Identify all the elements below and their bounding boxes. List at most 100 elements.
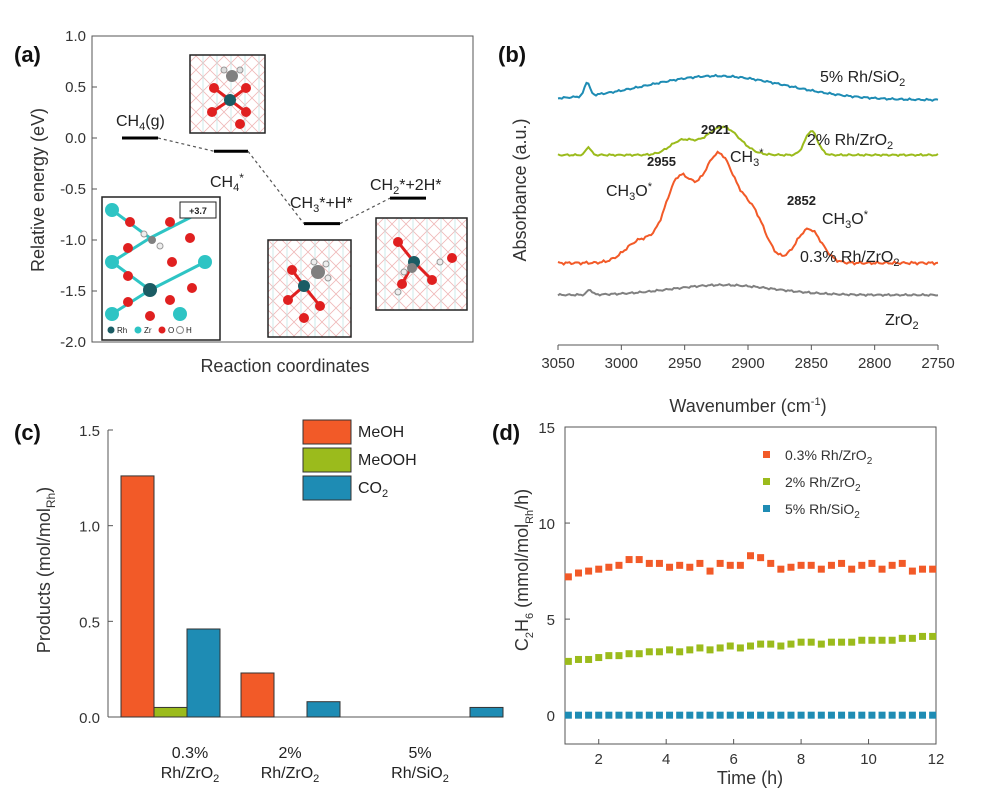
point-series-2 [747,711,754,719]
panel-a: (a) 1.0 0.5 0.0 -0.5 -1.0 -1.5 -2.0 Relative e… [14,28,474,376]
point-series-2 [676,711,684,719]
point-series-2 [726,711,734,719]
species-label-ch3o-left: CH3O* [606,181,653,203]
panel-d: (d) C2H6 (mmol/molRh/h) Time (h) 2 4 6 8 10 1… [492,420,944,788]
panel-d-x-label: Time (h) [717,768,783,788]
legend-2-rh-zro2: 2% Rh/ZrO2 [785,474,861,494]
point-series-0 [696,559,704,567]
point-series-2 [686,711,694,719]
state-label-ch2-2h: CH2*+2H* [370,177,441,197]
b-x-tick-label: 2750 [921,355,954,372]
point-series-0 [564,573,572,581]
point-series-2 [929,711,937,719]
a-y-tick-label: -1.0 [60,232,86,249]
legend-swatch-meooh [302,447,352,473]
point-series-0 [888,561,896,569]
bar-co2-0 [186,628,221,718]
point-series-1 [827,638,835,646]
bar-meoh-0 [120,475,155,718]
point-series-2 [868,711,876,719]
point-series-2 [585,711,593,719]
state-label-ch4-ads: CH4* [210,171,244,194]
b-x-tick-label: 2950 [668,355,701,372]
structure-inset-ch4 [189,54,266,134]
point-series-1 [726,642,734,650]
d-y-tick-label: 5 [547,612,555,629]
bar-groups [120,475,504,718]
point-series-2 [757,711,765,719]
point-series-2 [858,711,866,719]
point-series-2 [696,711,704,719]
panel-d-legend: 0.3% Rh/ZrO2 2% Rh/ZrO2 5% Rh/SiO2 [763,447,873,521]
point-series-1 [605,652,613,660]
state-label-ch3-h: CH3*+H* [290,195,353,215]
point-series-2 [635,711,643,719]
inset-tag: +3.7 [189,206,207,216]
d-x-tick-label: 8 [797,751,805,768]
point-series-0 [625,556,633,564]
point-series-1 [797,638,805,646]
point-series-1 [848,638,856,646]
point-series-1 [696,644,704,652]
point-series-0 [817,565,825,573]
spectrum-2-rh-zro2 [557,125,939,158]
point-series-0 [747,552,754,560]
legend-swatch-meoh [302,419,352,445]
point-series-0 [777,565,785,573]
point-series-2 [625,711,633,719]
point-series-0 [787,563,795,571]
point-series-2 [564,711,572,719]
legend-marker-2 [763,478,770,485]
category-label-5: 5% [408,745,431,762]
a-y-tick-label: -1.5 [60,283,86,300]
d-x-tick-label: 2 [595,751,603,768]
point-series-1 [686,646,694,654]
point-series-1 [564,657,572,665]
spectrum-label-03-rh-zro2: 0.3% Rh/ZrO2 [800,249,899,269]
d-y-tick-label: 15 [538,420,555,437]
point-series-0 [706,567,714,575]
legend-marker-5 [763,505,770,512]
b-x-tick-label: 2800 [858,355,891,372]
legend-co2: CO2 [358,480,388,500]
spectrum-5-rh-sio2 [557,73,939,102]
point-series-1 [777,642,785,650]
point-series-1 [757,640,765,648]
c-y-tick-label: 1.0 [79,519,100,536]
legend-meooh: MeOOH [358,452,417,469]
point-series-2 [777,711,785,719]
d-x-tick-label: 10 [860,751,877,768]
point-series-0 [686,563,694,571]
b-x-tick-label: 2900 [731,355,764,372]
point-series-2 [615,711,623,719]
legend-meoh: MeOH [358,424,404,441]
point-series-2 [878,711,886,719]
d-frame [564,426,937,745]
spectrum-label-2-rh-zro2: 2% Rh/ZrO2 [807,132,893,152]
point-series-0 [574,569,582,577]
point-series-1 [929,632,937,640]
point-series-2 [595,711,603,719]
point-series-2 [716,711,724,719]
a-y-tick-label: 0.5 [65,79,86,96]
point-series-1 [635,650,643,658]
species-label-ch3: CH3* [730,147,764,169]
spectrum-zro2 [557,283,939,297]
a-y-tick-label: 0.0 [65,130,86,147]
ir-spectra [557,73,939,297]
point-series-1 [645,648,653,656]
point-series-0 [919,565,927,573]
panel-b-x-axis: 3050 3000 2950 2900 2850 2800 2750 [541,344,955,372]
point-series-0 [676,561,684,569]
point-series-2 [645,711,653,719]
b-x-tick-label: 3000 [605,355,638,372]
point-series-0 [797,561,805,569]
point-series-0 [736,561,744,569]
point-series-1 [858,636,866,644]
b-x-tick-label: 3050 [541,355,574,372]
spectrum-label-zro2: ZrO2 [885,312,919,332]
point-series-0 [585,567,593,575]
legend-rh: Rh [117,326,127,335]
point-series-1 [706,646,714,654]
species-label-ch3o-right: CH3O* [822,209,869,231]
